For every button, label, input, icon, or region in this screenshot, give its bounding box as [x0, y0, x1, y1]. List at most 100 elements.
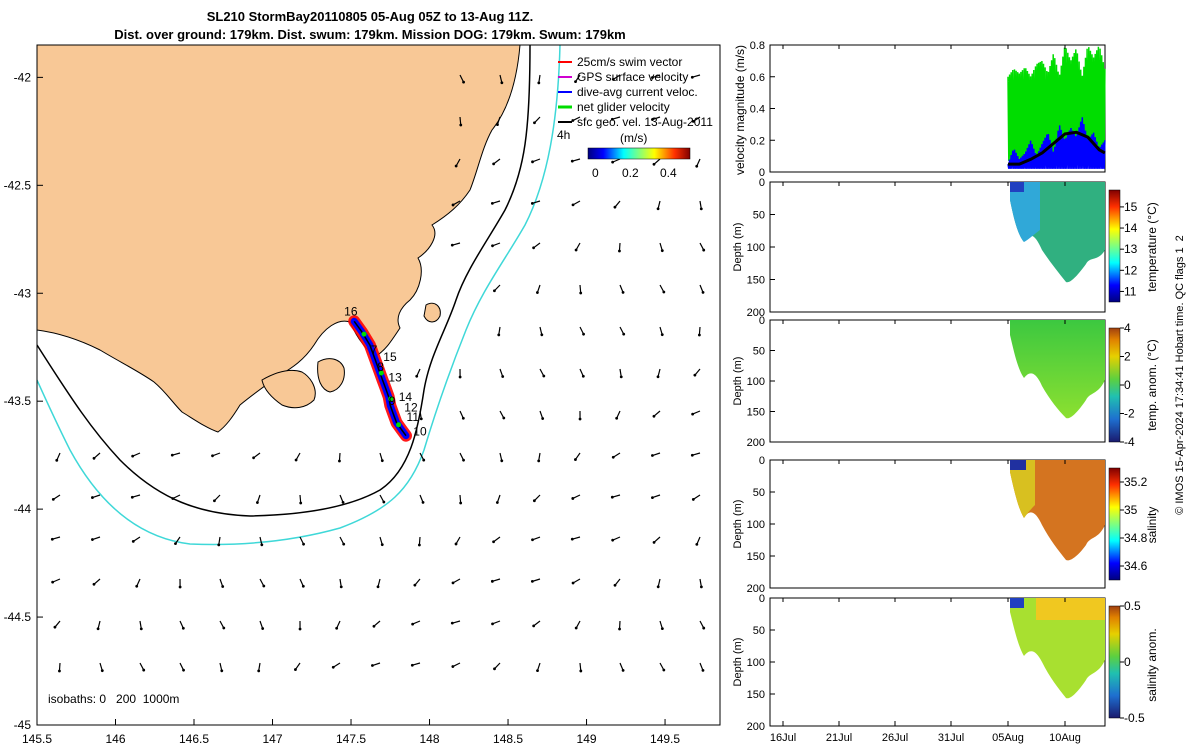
depth-ylabel: Depth (m) — [732, 223, 744, 272]
map-frame — [36, 44, 721, 726]
current-arrow-head — [701, 291, 705, 294]
current-arrow-head — [91, 538, 94, 541]
salinity-anomaly-panel: salinity anom. 0.5 0 -0.5 — [769, 597, 1159, 727]
current-arrow-head — [693, 373, 697, 377]
current-arrow-head — [419, 417, 423, 421]
map-xtick-label: 146 — [105, 732, 125, 746]
current-arrow-head — [574, 458, 577, 461]
salinity-cbar-label: salinity — [1145, 507, 1159, 544]
depth-ytick-label: 150 — [747, 275, 765, 287]
current-arrow-head — [461, 416, 465, 420]
current-arrow-head — [338, 459, 341, 463]
current-arrow-head — [53, 625, 57, 629]
current-arrow-head — [217, 543, 221, 547]
colorbar-tick-label: 0.5 — [1124, 599, 1141, 613]
current-arrow-head — [257, 669, 261, 673]
colorbar-tick-label: 34.6 — [1124, 559, 1148, 573]
velocity-ytick-label: 0.6 — [750, 72, 765, 84]
current-arrow-head — [500, 81, 504, 85]
land-islet — [423, 302, 441, 323]
map-xtick-label: 147 — [263, 732, 283, 746]
colorbar-tick-label: 35.2 — [1124, 475, 1148, 489]
current-arrow-head — [581, 374, 585, 378]
geostrophic-vector-field — [50, 74, 706, 673]
current-arrow-head — [211, 454, 214, 458]
temperature-colorbar-ticks: 11 12 13 14 15 — [1120, 200, 1138, 298]
current-arrow-head — [380, 459, 384, 463]
depth-ytick-label: 150 — [747, 407, 765, 419]
time-x-ticks: 16Jul 21Jul 26Jul 31Jul 05Aug 10Aug — [770, 45, 1081, 744]
legend-gps: GPS surface velocity — [577, 70, 688, 84]
current-arrow-head — [331, 665, 335, 669]
current-arrow-head — [492, 540, 495, 544]
track-day-label: 11 — [407, 410, 420, 424]
current-arrow-head — [462, 458, 465, 462]
depth-ytick-label: 100 — [747, 242, 765, 254]
temperature-section-cold — [1010, 182, 1040, 242]
colorbar-tick-label: 12 — [1124, 263, 1138, 277]
map-panel: 145.5 146 146.5 147 147.5 148 148.5 149 149.5 -4… — [4, 44, 721, 746]
current-arrow-head — [570, 537, 574, 541]
temp-anomaly-colorbar — [1108, 327, 1121, 443]
current-arrow-head — [695, 164, 699, 168]
current-arrow-head — [422, 458, 426, 462]
velocity-series — [1007, 46, 1106, 169]
current-arrow-head — [619, 375, 623, 379]
current-arrow-head — [651, 496, 654, 499]
current-arrow-head — [530, 579, 534, 583]
current-arrow-head — [662, 290, 666, 294]
time-tick-label: 16Jul — [770, 732, 796, 744]
current-arrow-head — [181, 626, 185, 630]
current-arrow-head — [100, 669, 104, 673]
glider-track — [348, 315, 412, 442]
colorbar-tick-label: 35 — [1124, 503, 1138, 517]
legend-dive: dive-avg current veloc. — [577, 85, 698, 99]
current-arrow-head — [182, 668, 185, 672]
current-arrow-head — [497, 333, 501, 337]
current-arrow-head — [613, 205, 617, 209]
legend-swim: 25cm/s swim vector — [577, 55, 682, 69]
velocity-ytick-label: 0 — [759, 167, 765, 179]
legend-sfc: sfc geo. vel. 13-Aug-2011 — [577, 115, 713, 129]
scale-label: 4h — [557, 128, 570, 142]
velocity-series-line — [1007, 46, 1106, 161]
map-xtick-label: 148.5 — [493, 732, 523, 746]
current-arrow-head — [660, 627, 664, 631]
map-xtick-label: 148 — [420, 732, 440, 746]
current-arrow-head — [450, 621, 454, 625]
current-arrow-head — [96, 627, 100, 631]
colorbar-tick-2: 0.4 — [660, 166, 677, 180]
current-arrow-head — [491, 244, 494, 248]
current-arrow-head — [699, 585, 703, 589]
track-day-label: 12 — [404, 401, 418, 415]
current-arrow-head — [574, 248, 578, 252]
current-arrow-head — [610, 495, 614, 499]
current-arrow-head — [531, 160, 534, 164]
map-ytick-label: -43.5 — [4, 394, 32, 408]
time-tick-label: 21Jul — [826, 732, 852, 744]
current-arrow-head — [660, 249, 664, 253]
current-arrow-head — [371, 664, 374, 667]
map-ytick-label: -42 — [14, 70, 32, 84]
isobath-note: isobaths: 0 200 1000m — [48, 692, 179, 706]
current-arrow-head — [535, 291, 539, 294]
current-arrow-head — [652, 162, 656, 166]
depth-ytick-label: 100 — [747, 519, 765, 531]
depth-axes: 0 50 100 150 200 Depth (m) 0 50 100 150 200 Depth (… — [732, 177, 775, 733]
current-arrow-head — [571, 497, 575, 500]
isobath-1000m — [37, 45, 561, 546]
track-day-label: 9 — [389, 394, 396, 408]
current-arrow-head — [294, 668, 297, 671]
track-day-label: 13 — [388, 371, 402, 385]
current-arrow-head — [262, 584, 266, 588]
map-legend: 25cm/s swim vector GPS surface velocity … — [557, 55, 713, 180]
track-day-label: 7 — [371, 343, 378, 357]
track-day-label: 10 — [413, 424, 427, 438]
colorbar-tick-label: 13 — [1124, 242, 1138, 256]
isobath-200m — [37, 45, 531, 517]
colorbar-tick-label: -0.5 — [1124, 711, 1145, 725]
net-velocity-marker — [388, 396, 394, 402]
current-arrow-head — [622, 332, 626, 336]
salinity-anomaly-section — [1010, 598, 1105, 699]
map-xtick-label: 146.5 — [179, 732, 209, 746]
